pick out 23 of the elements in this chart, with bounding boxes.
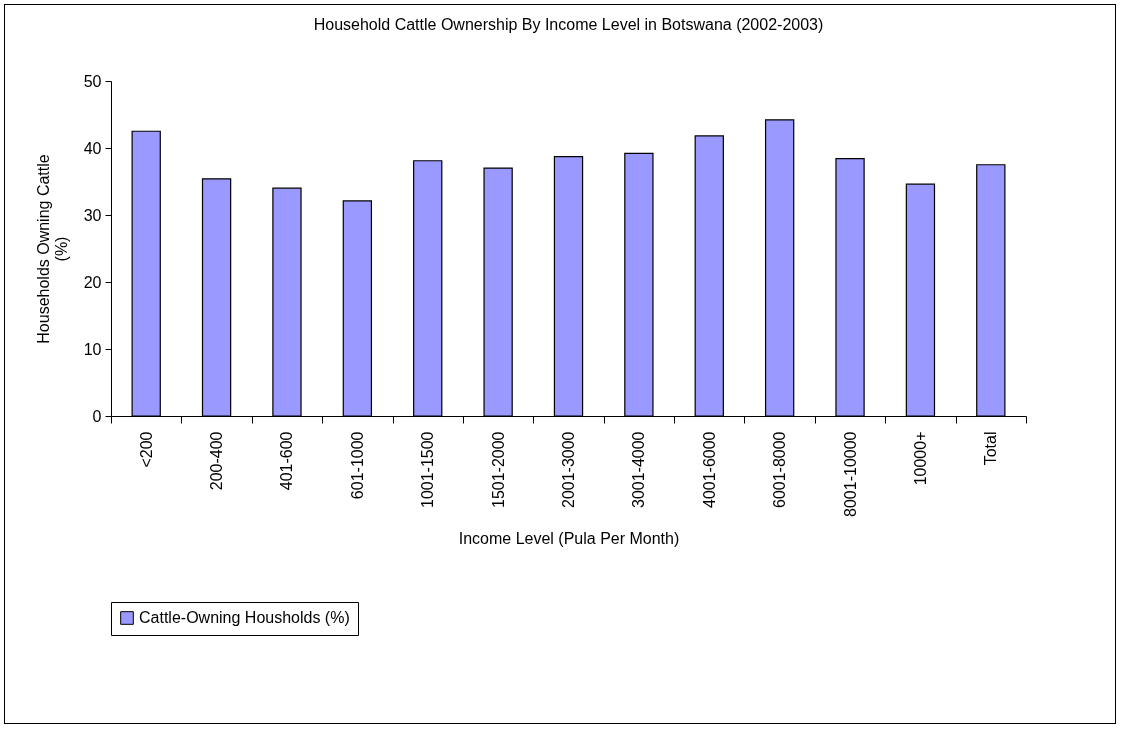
x-tick-label: <200: [137, 431, 155, 468]
x-tick-label: 4001-6000: [700, 431, 718, 509]
x-axis-title: Income Level (Pula Per Month): [458, 529, 680, 547]
y-axis-title: Households Owning Cattle (%): [34, 154, 70, 344]
y-tick-label: 50: [83, 72, 102, 90]
y-tick-label: 30: [83, 206, 102, 224]
x-tick-label: 200-400: [208, 431, 226, 491]
x-tick-label: 10000+: [911, 431, 929, 486]
chart-title: Household Cattle Ownership By Income Level in Botswana (2002-2003): [313, 16, 824, 33]
legend-label: Cattle-Owning Housholds (%): [139, 609, 350, 626]
x-tick-label: 8001-10000: [841, 431, 859, 517]
x-tick-label: 601-1000: [348, 431, 366, 500]
y-tick-label: 0: [92, 407, 102, 425]
x-tick-label: Total: [982, 431, 1000, 466]
x-tick-label: 2001-3000: [560, 431, 577, 509]
y-tick-label: 10: [83, 340, 102, 358]
x-tick-label: 1001-1500: [419, 431, 437, 509]
y-tick-label: 20: [83, 273, 102, 291]
y-tick-label: 40: [83, 139, 102, 157]
x-tick-label: 6001-8000: [771, 431, 789, 509]
x-tick-label: 3001-4000: [630, 431, 648, 509]
x-tick-label: 1501-2000: [489, 431, 507, 509]
x-tick-label: 401-600: [278, 431, 296, 491]
